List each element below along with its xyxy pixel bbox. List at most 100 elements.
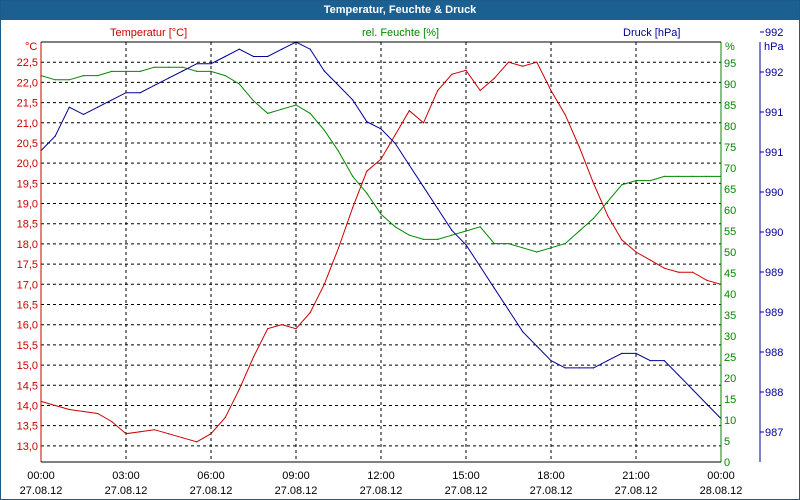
data-point-humidity: [607, 201, 609, 203]
x-tick-date: 27.08.12: [445, 485, 488, 497]
data-point-pressure: [621, 352, 623, 354]
data-point-humidity: [394, 226, 396, 228]
data-point-pressure: [522, 331, 524, 333]
temp-tick-label: 18,5: [17, 219, 38, 231]
data-point-humidity: [224, 75, 226, 77]
data-point-temperature: [578, 146, 580, 148]
data-point-temperature: [592, 182, 595, 184]
data-point-pressure: [437, 207, 439, 210]
humidity-tick-label: 90: [724, 79, 736, 91]
data-point-pressure: [422, 186, 425, 188]
data-point-pressure: [578, 367, 580, 369]
data-point-pressure: [536, 345, 538, 347]
temp-tick-label: 17,5: [17, 259, 38, 271]
data-point-pressure: [153, 84, 155, 87]
data-point-pressure: [649, 360, 651, 362]
pressure-unit-label: hPa: [764, 41, 784, 53]
x-tick-date: 27.08.12: [20, 485, 63, 497]
humidity-tick-label: 15: [724, 394, 736, 406]
temp-tick-label: 22,5: [17, 57, 38, 69]
data-point-temperature: [649, 259, 651, 261]
data-point-pressure: [167, 77, 170, 79]
temp-tick-label: 15,5: [17, 340, 38, 352]
axes-layer: [40, 31, 764, 463]
data-point-pressure: [564, 367, 566, 369]
data-point-pressure: [111, 99, 113, 101]
data-point-pressure: [479, 265, 481, 268]
humidity-tick-label: 85: [724, 100, 736, 112]
data-point-humidity: [564, 243, 566, 245]
data-point-temperature: [663, 267, 665, 269]
temp-tick-label: 20,0: [17, 158, 38, 170]
temp-tick-label: 16,5: [17, 300, 38, 312]
data-point-humidity: [408, 234, 410, 236]
data-point-pressure: [706, 403, 708, 405]
pressure-tick-label: 988: [765, 387, 783, 399]
x-tick-date: 27.08.12: [360, 485, 403, 497]
data-point-humidity: [536, 251, 538, 253]
temp-tick-label: 21,5: [17, 98, 38, 110]
data-point-humidity: [507, 243, 510, 245]
data-point-humidity: [422, 238, 425, 240]
data-point-humidity: [663, 175, 665, 177]
data-point-humidity: [309, 112, 311, 114]
data-point-temperature: [352, 206, 354, 209]
pressure-tick-label: 990: [765, 227, 783, 239]
data-point-temperature: [323, 283, 325, 285]
x-tick-time: 00:00: [707, 470, 735, 482]
data-point-humidity: [252, 100, 255, 102]
data-point-temperature: [437, 89, 439, 92]
data-point-humidity: [337, 150, 340, 152]
pressure-tick-label: 989: [765, 267, 783, 279]
data-point-temperature: [111, 421, 113, 423]
data-point-humidity: [692, 175, 694, 177]
data-point-temperature: [182, 437, 184, 439]
pressure-tick-label: 991: [765, 147, 783, 159]
data-point-pressure: [607, 360, 609, 362]
data-point-temperature: [493, 77, 495, 79]
data-point-temperature: [337, 247, 340, 249]
data-point-pressure: [692, 388, 694, 391]
data-point-humidity: [366, 192, 368, 194]
temp-tick-label: 22,0: [17, 77, 38, 89]
data-point-temperature: [167, 433, 170, 435]
x-tick-date: 28.08.12: [700, 485, 743, 497]
data-point-humidity: [592, 217, 595, 219]
data-point-temperature: [394, 134, 396, 136]
data-point-humidity: [451, 234, 453, 236]
temp-tick-label: 17,0: [17, 279, 38, 291]
humidity-tick-label: 70: [724, 163, 736, 175]
humidity-tick-label: 80: [724, 121, 736, 133]
data-point-humidity: [706, 175, 708, 177]
pressure-tick-label: 992: [765, 67, 783, 79]
data-point-pressure: [366, 121, 368, 123]
humidity-tick-label: 60: [724, 205, 736, 217]
data-point-humidity: [635, 180, 637, 182]
humidity-tick-label: 45: [724, 268, 736, 280]
data-point-pressure: [68, 106, 70, 108]
humidity-tick-label: 35: [724, 310, 736, 322]
data-point-temperature: [54, 404, 56, 407]
data-point-pressure: [635, 352, 637, 354]
humidity-tick-label: 40: [724, 289, 736, 301]
labels-layer: 13,0 13,5 14,0 14,5 15,0 15,5 16,0 16,5 17,0 17,5…: [17, 27, 785, 497]
data-point-temperature: [267, 328, 269, 330]
humidity-tick-label: 30: [724, 331, 736, 343]
temp-tick-label: 19,5: [17, 178, 38, 190]
data-point-pressure: [394, 142, 396, 144]
data-point-humidity: [54, 79, 56, 81]
data-point-temperature: [224, 416, 226, 419]
data-point-temperature: [196, 441, 198, 443]
data-point-humidity: [82, 75, 85, 77]
data-point-temperature: [408, 110, 410, 112]
data-point-pressure: [352, 99, 354, 101]
data-point-temperature: [380, 158, 382, 160]
data-point-pressure: [677, 374, 680, 376]
data-point-temperature: [82, 410, 85, 413]
data-point-pressure: [465, 244, 467, 246]
humidity-legend: rel. Feuchte [%]: [362, 27, 439, 39]
pressure-tick-label: 987: [765, 427, 783, 439]
temp-tick-label: 18,0: [17, 239, 38, 251]
data-point-temperature: [522, 65, 524, 67]
